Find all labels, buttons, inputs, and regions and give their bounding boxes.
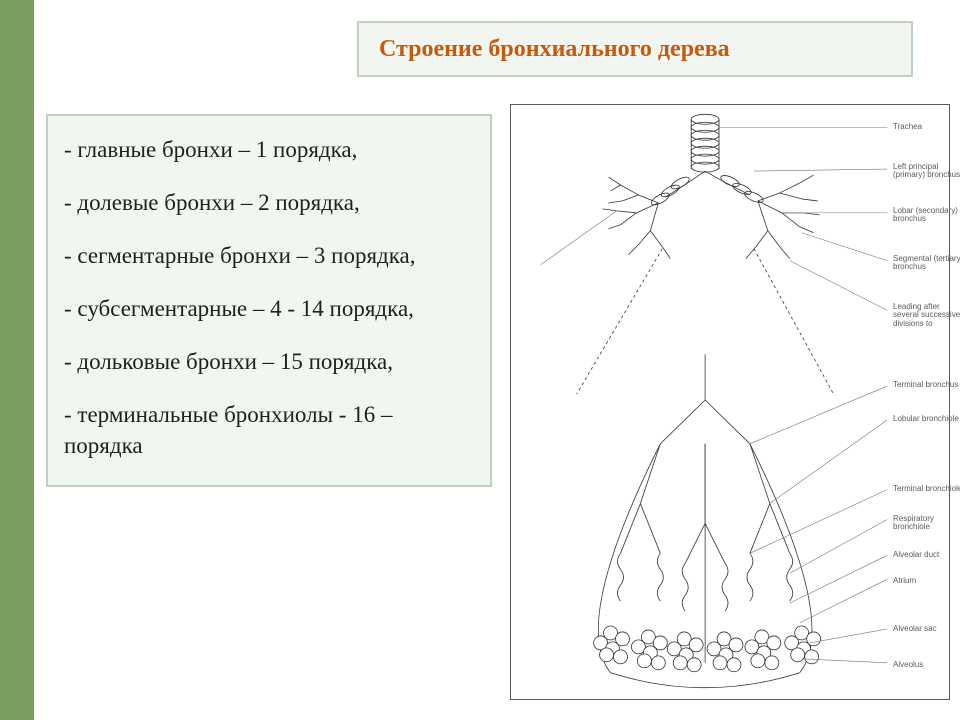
trachea-icon <box>691 114 719 172</box>
lobar-branches-left-icon <box>603 177 671 259</box>
accent-bar <box>0 0 34 720</box>
bronchi-list: - главные бронхи – 1 порядка, - долевые … <box>46 114 492 487</box>
diagram-label: Terminal bronchus <box>893 381 960 389</box>
title-text: Строение бронхиального дерева <box>379 36 730 63</box>
diagram-label: Leading after several successive divisio… <box>893 303 960 328</box>
list-item: - субсегментарные – 4 - 14 порядка, <box>64 293 474 324</box>
diagram-label: Alveolus <box>893 661 960 669</box>
list-item: - сегментарные бронхи – 3 порядка, <box>64 240 474 271</box>
list-item: - терминальные бронхиолы - 16 – порядка <box>64 399 474 461</box>
diagram-label: Segmental (tertiary) bronchus <box>893 255 960 272</box>
diagram-label: Atrium <box>893 577 960 585</box>
diagram-label: Alveolar sac <box>893 625 960 633</box>
diagram-label: Trachea <box>893 123 960 131</box>
diagram-label: Terminal bronchiole <box>893 485 960 493</box>
diagram-label: Left principal (primary) bronchus <box>893 163 960 180</box>
alveolar-sacs-icon <box>594 626 821 672</box>
list-item: - долевые бронхи – 2 порядка, <box>64 187 474 218</box>
diagram-label: Lobar (secondary) bronchus <box>893 207 960 224</box>
list-item: - главные бронхи – 1 порядка, <box>64 134 474 165</box>
lobar-branches-right-icon <box>746 175 820 259</box>
diagram-label: Lobular bronchiole <box>893 415 960 423</box>
diagram-label: Respiratory bronchiole <box>893 515 960 532</box>
title-box: Строение бронхиального дерева <box>357 21 913 77</box>
terminal-bronchus-icon <box>660 354 750 444</box>
primary-bronchi-icon <box>650 171 765 207</box>
list-item: - дольковые бронхи – 15 порядка, <box>64 346 474 377</box>
diagram-svg <box>511 105 949 699</box>
diagram-label: Alveolar duct <box>893 551 960 559</box>
bronchial-tree-diagram: Trachea Left principal (primary) bronchu… <box>510 104 950 700</box>
